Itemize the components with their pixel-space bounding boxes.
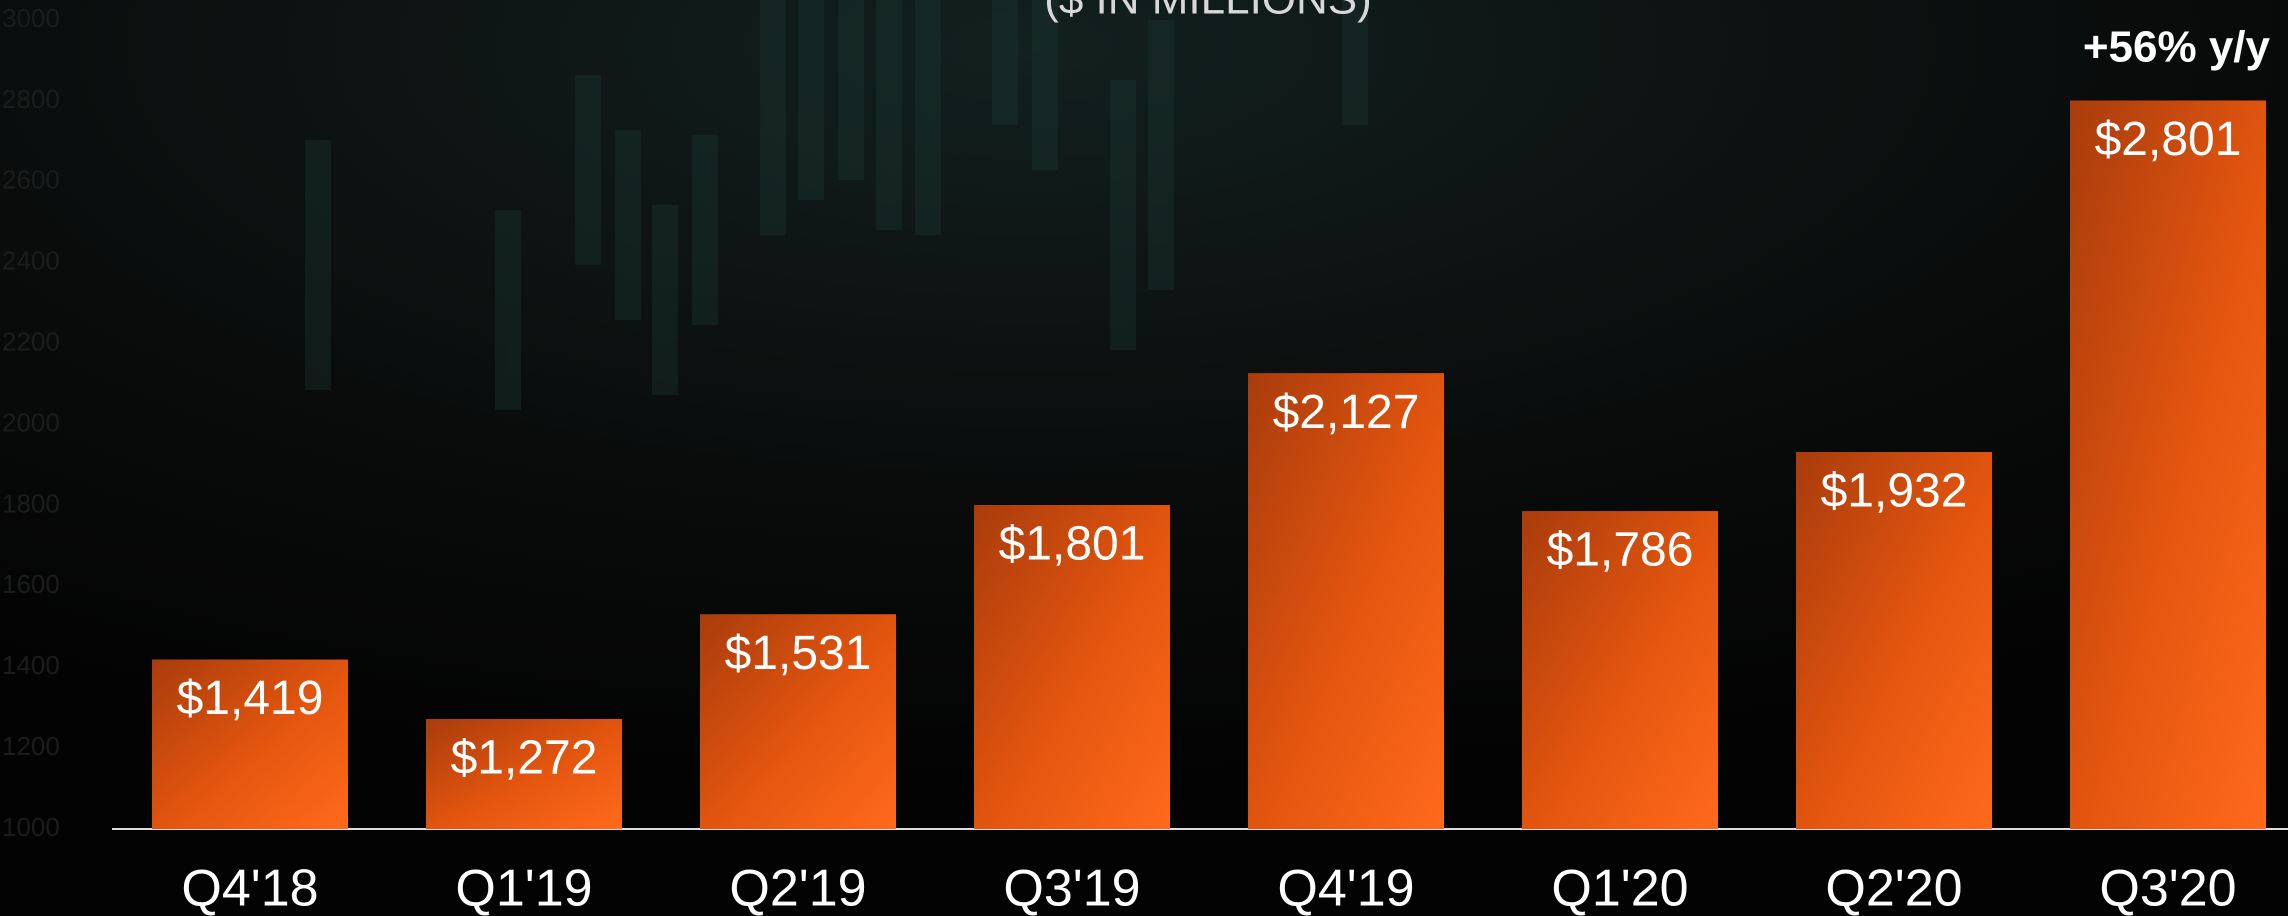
chart-subtitle: ($ IN MILLIONS) [1044, 0, 1372, 24]
value-label: $2,127 [1273, 386, 1420, 439]
y-tick-label: 1000 [2, 812, 60, 842]
x-tick-label: Q4'19 [1277, 860, 1414, 916]
y-tick-label: 2600 [2, 165, 60, 195]
value-label: $1,531 [725, 627, 872, 680]
bar [1796, 452, 1992, 829]
value-label: $1,419 [177, 672, 324, 725]
y-tick-label: 2200 [2, 326, 60, 356]
y-tick-label: 1800 [2, 488, 60, 518]
bar [1248, 373, 1444, 829]
x-tick-label: Q3'19 [1003, 860, 1140, 916]
value-label: $2,801 [2095, 113, 2242, 166]
y-tick-label: 2800 [2, 84, 60, 114]
y-tick-label: 1600 [2, 569, 60, 599]
y-tick-label: 2000 [2, 407, 60, 437]
x-tick-label: Q4'18 [181, 860, 318, 916]
x-tick-label: Q2'20 [1825, 860, 1962, 916]
y-tick-label: 2400 [2, 246, 60, 276]
bar [1522, 511, 1718, 829]
bar [700, 614, 896, 829]
value-label: $1,932 [1821, 465, 1968, 518]
bar [152, 659, 348, 829]
y-tick-label: 1400 [2, 650, 60, 680]
y-tick-label: 1200 [2, 731, 60, 761]
value-label: $1,801 [999, 518, 1146, 571]
bar [2070, 100, 2266, 830]
x-tick-label: Q1'19 [455, 860, 592, 916]
x-tick-label: Q2'19 [729, 860, 866, 916]
x-tick-label: Q1'20 [1551, 860, 1688, 916]
bar [974, 504, 1170, 829]
value-label: $1,272 [451, 732, 598, 785]
value-label: $1,786 [1547, 524, 1694, 577]
y-tick-label: 3000 [2, 3, 60, 33]
x-tick-label: Q3'20 [2099, 860, 2236, 916]
annotation: +56% y/y [2083, 23, 2271, 72]
bar [426, 718, 622, 829]
background-candles [305, 0, 1368, 410]
